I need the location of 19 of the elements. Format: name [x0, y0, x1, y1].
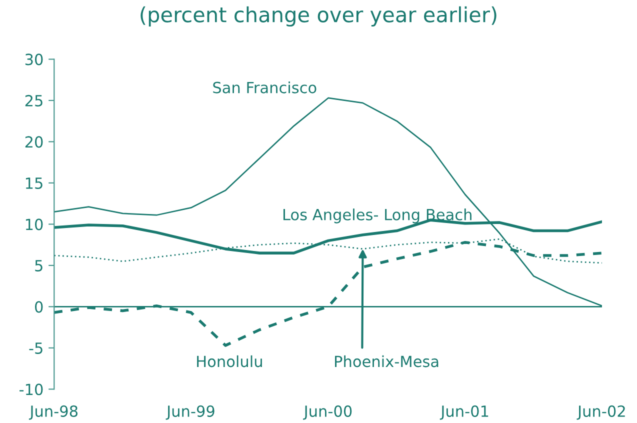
y-tick-label: 20	[25, 136, 43, 148]
y-tick-label: 10	[26, 218, 43, 230]
y-tick-label: 5	[35, 260, 42, 272]
y-tick-label: 15	[26, 178, 42, 189]
y-tick-label: 30	[25, 54, 43, 66]
text: Phoenix-Mesa	[335, 355, 438, 368]
y-tick-label: -10	[20, 384, 43, 396]
x-tick-label: Jun-00	[303, 405, 352, 420]
y-tick-label: -5	[29, 342, 42, 354]
x-tick-label: Jun-02	[576, 405, 625, 420]
x-tick-label: Jun-98	[28, 405, 78, 420]
x-tick-label: Jun-99	[166, 405, 214, 420]
y-tick-label: 0	[35, 301, 43, 313]
series-label: San Francisco	[213, 82, 316, 94]
series-label: Los Angeles- Long Beach	[283, 208, 472, 224]
chart-title: (percent change over year earlier)	[140, 6, 496, 27]
series-label: Honolulu	[197, 355, 262, 368]
x-tick-label: Jun-01	[440, 405, 488, 420]
y-tick-label: 25	[25, 94, 42, 106]
